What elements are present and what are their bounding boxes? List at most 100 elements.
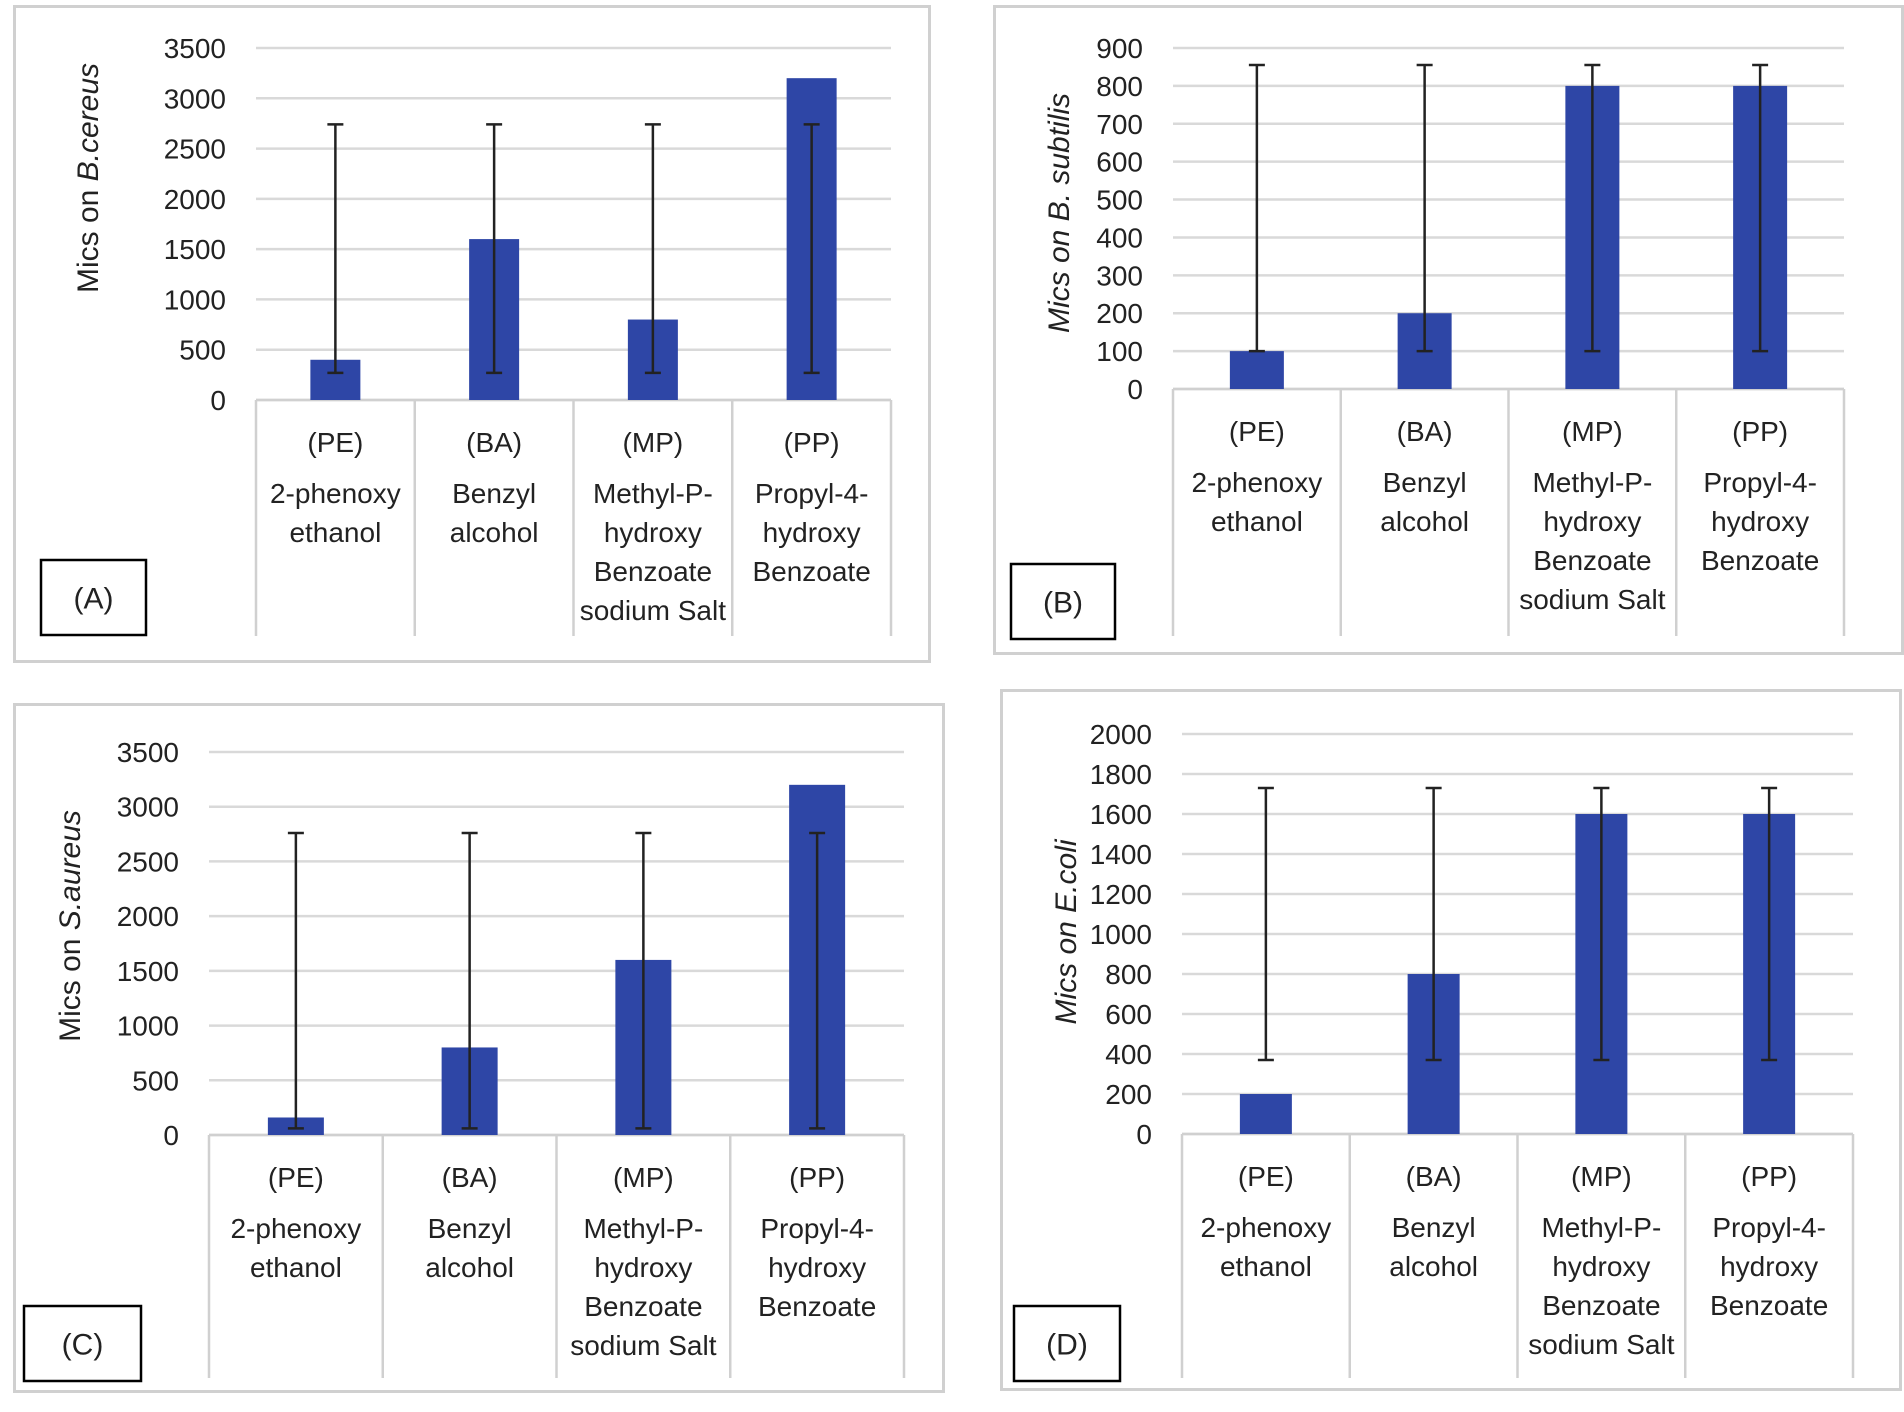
- y-tick-label: 600: [1096, 147, 1143, 178]
- category-label: ethanol: [289, 517, 381, 548]
- category-label: (PP): [1741, 1161, 1797, 1192]
- category-label: sodium Salt: [1528, 1329, 1675, 1360]
- chart-a: 0 500 1000 1500 2000 2500 3000 3500 (PE) 2-phenox…: [16, 8, 928, 660]
- panel-label: (D): [1046, 1329, 1088, 1362]
- y-tick-label: 800: [1096, 71, 1143, 102]
- category-label: (MP): [613, 1162, 674, 1193]
- category-label: Propyl-4-: [1712, 1212, 1826, 1243]
- category-label: hydroxy: [1552, 1251, 1650, 1282]
- category-label: (PE): [268, 1162, 324, 1193]
- y-tick-label: 2500: [117, 846, 179, 877]
- category-label: hydroxy: [768, 1252, 866, 1283]
- category-label: hydroxy: [1711, 506, 1809, 537]
- y-tick-label: 2000: [117, 901, 179, 932]
- y-tick-label: 3500: [117, 737, 179, 768]
- category-label: hydroxy: [604, 517, 702, 548]
- chart-panel-d: 0 200 400 600 800 1000 1200 1400 1600 1800 2000 (PE…: [1000, 689, 1902, 1391]
- y-tick-label: 3000: [164, 83, 226, 114]
- y-tick-label: 500: [179, 335, 226, 366]
- category-label: (MP): [623, 427, 684, 458]
- category-label: hydroxy: [763, 517, 861, 548]
- y-tick-label: 0: [210, 385, 226, 416]
- chart-d: 0 200 400 600 800 1000 1200 1400 1600 1800 2000 (PE…: [1003, 692, 1899, 1388]
- category-label: (PP): [1732, 416, 1788, 447]
- y-tick-label: 200: [1096, 298, 1143, 329]
- category-label: Benzoate: [752, 556, 870, 587]
- y-axis-label: Mics on E.coli: [1050, 838, 1083, 1024]
- category-label: (PP): [784, 427, 840, 458]
- y-tick-label: 3500: [164, 33, 226, 64]
- category-label: sodium Salt: [580, 595, 727, 626]
- category-label: (PE): [307, 427, 363, 458]
- category-label: (PP): [789, 1162, 845, 1193]
- category-label: Benzoate: [594, 556, 712, 587]
- chart-panel-b: 0 100 200 300 400 500 600 700 800 900 (PE) 2-phenox…: [993, 5, 1904, 655]
- category-label: 2-phenoxy: [1200, 1212, 1331, 1243]
- y-tick-label: 3000: [117, 792, 179, 823]
- chart-c: 0 500 1000 1500 2000 2500 3000 3500 (PE) 2-phenox…: [16, 706, 942, 1390]
- y-tick-label: 400: [1105, 1039, 1152, 1070]
- category-label: Benzyl: [1383, 467, 1467, 498]
- category-label: sodium Salt: [570, 1330, 717, 1361]
- category-label: Benzoate: [1533, 545, 1651, 576]
- y-tick-label: 2000: [1090, 719, 1152, 750]
- panel-label: (A): [74, 583, 114, 616]
- y-tick-label: 900: [1096, 33, 1143, 64]
- y-tick-label: 700: [1096, 109, 1143, 140]
- category-label: alcohol: [1389, 1251, 1478, 1282]
- chart-b: 0100200300400500600700800900(PE)2-phenox…: [996, 8, 1901, 652]
- y-axis-label: Mics on S.aureus: [54, 810, 87, 1042]
- category-label: hydroxy: [1720, 1251, 1818, 1282]
- category-label: Methyl-P-: [583, 1213, 703, 1244]
- y-tick-label: 500: [1096, 185, 1143, 216]
- category-label: Benzoate: [758, 1291, 876, 1322]
- y-axis-label: Mics on B.cereus: [72, 63, 105, 293]
- panel-label: (C): [62, 1329, 104, 1362]
- category-label: (PE): [1229, 416, 1285, 447]
- category-label: 2-phenoxy: [1191, 467, 1322, 498]
- category-label: (BA): [466, 427, 522, 458]
- category-label: (MP): [1562, 416, 1623, 447]
- y-tick-label: 1200: [1090, 879, 1152, 910]
- y-tick-label: 300: [1096, 260, 1143, 291]
- y-tick-label: 800: [1105, 959, 1152, 990]
- category-label: ethanol: [1211, 506, 1303, 537]
- category-label: ethanol: [250, 1252, 342, 1283]
- category-label: Propyl-4-: [760, 1213, 874, 1244]
- category-label: (BA): [442, 1162, 498, 1193]
- y-axis-label: Mics on B. subtilis: [1043, 93, 1076, 333]
- bar: [1240, 1094, 1292, 1134]
- category-label: alcohol: [450, 517, 539, 548]
- y-tick-label: 1500: [117, 956, 179, 987]
- y-tick-label: 2000: [164, 184, 226, 215]
- y-tick-label: 400: [1096, 222, 1143, 253]
- category-label: Benzyl: [1392, 1212, 1476, 1243]
- y-tick-label: 100: [1096, 336, 1143, 367]
- category-label: (BA): [1397, 416, 1453, 447]
- chart-panel-a: 0 500 1000 1500 2000 2500 3000 3500 (PE) 2-phenox…: [13, 5, 931, 663]
- category-label: Benzyl: [452, 478, 536, 509]
- y-tick-label: 500: [132, 1065, 179, 1096]
- y-tick-label: 2500: [164, 134, 226, 165]
- category-label: Benzoate: [1542, 1290, 1660, 1321]
- category-label: Benzoate: [584, 1291, 702, 1322]
- category-label: Benzoate: [1701, 545, 1819, 576]
- y-tick-label: 1000: [164, 284, 226, 315]
- chart-panel-c: 0 500 1000 1500 2000 2500 3000 3500 (PE) 2-phenox…: [13, 703, 945, 1393]
- category-label: 2-phenoxy: [230, 1213, 361, 1244]
- category-label: sodium Salt: [1519, 584, 1666, 615]
- category-label: (PE): [1238, 1161, 1294, 1192]
- category-label: (MP): [1571, 1161, 1632, 1192]
- panel-label: (B): [1043, 587, 1083, 620]
- category-label: Propyl-4-: [755, 478, 869, 509]
- y-tick-label: 0: [1136, 1119, 1152, 1150]
- category-label: ethanol: [1220, 1251, 1312, 1282]
- y-tick-label: 1600: [1090, 799, 1152, 830]
- category-label: Methyl-P-: [1532, 467, 1652, 498]
- y-tick-label: 200: [1105, 1079, 1152, 1110]
- y-tick-label: 600: [1105, 999, 1152, 1030]
- category-label: Benzoate: [1710, 1290, 1828, 1321]
- category-label: alcohol: [1380, 506, 1469, 537]
- category-label: hydroxy: [594, 1252, 692, 1283]
- y-tick-label: 1000: [1090, 919, 1152, 950]
